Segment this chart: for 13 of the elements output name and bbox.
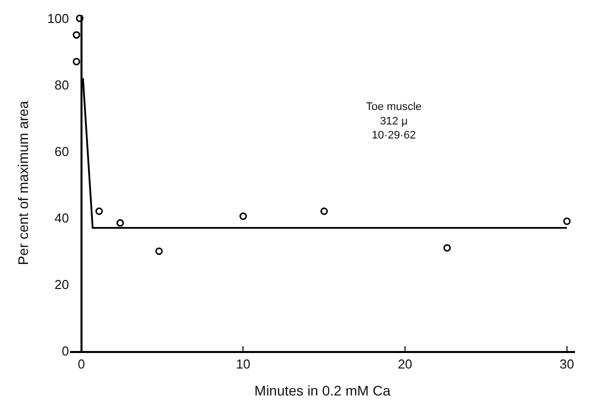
x-tick-label: 30 xyxy=(560,356,574,372)
y-tick-label: 0 xyxy=(62,344,69,359)
y-tick-label: 20 xyxy=(54,277,69,292)
x-tick-label: 20 xyxy=(398,356,412,372)
y-tick-label: 40 xyxy=(54,210,69,226)
x-tick-label: 10 xyxy=(236,356,250,372)
y-tick-label: 60 xyxy=(54,144,69,159)
x-axis-title: Minutes in 0.2 mM Ca xyxy=(254,382,391,398)
y-axis-title: Per cent of maximum area xyxy=(14,100,31,266)
annotation: Toe muscle 312 μ 10·29·62 xyxy=(366,101,422,142)
y-tick-label: 100 xyxy=(47,10,69,26)
y-tick-label: 80 xyxy=(54,77,69,92)
x-tick-label: 0 xyxy=(78,356,85,372)
